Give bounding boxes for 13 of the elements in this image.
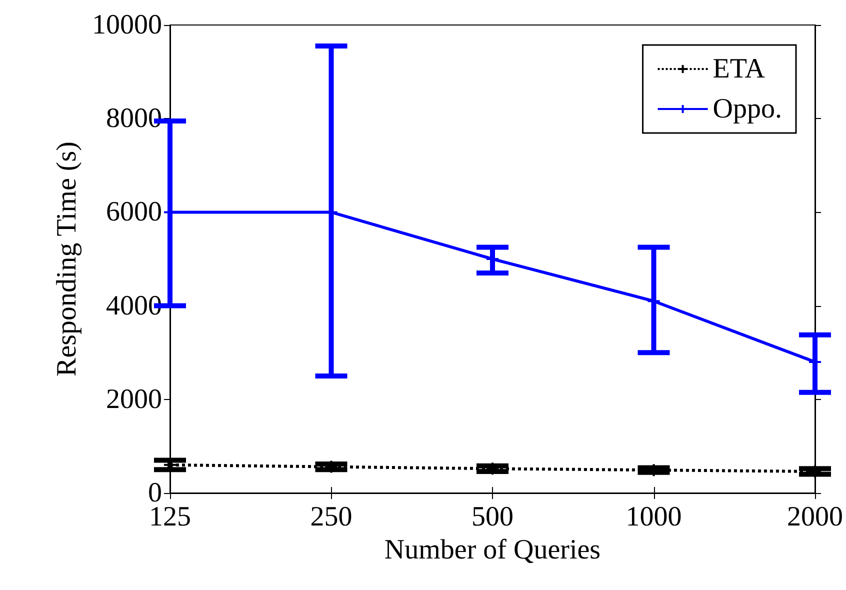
legend-label: ETA — [712, 54, 766, 84]
y-tick-label: 2000 — [106, 384, 162, 415]
x-tick-label: 500 — [472, 502, 514, 532]
x-tick-label: 2000 — [787, 502, 843, 532]
y-tick-label: 6000 — [106, 196, 162, 228]
x-tick-label: 250 — [310, 502, 352, 532]
legend-label: Oppo. — [712, 94, 782, 124]
x-tick-label: 1000 — [626, 502, 682, 532]
y-tick-label: 8000 — [106, 103, 162, 134]
x-axis-title: Number of Queries — [384, 534, 601, 566]
y-axis-title: Responding Time (s) — [52, 142, 83, 376]
y-tick-label: 10000 — [92, 10, 162, 40]
y-tick-label: 4000 — [106, 290, 162, 322]
